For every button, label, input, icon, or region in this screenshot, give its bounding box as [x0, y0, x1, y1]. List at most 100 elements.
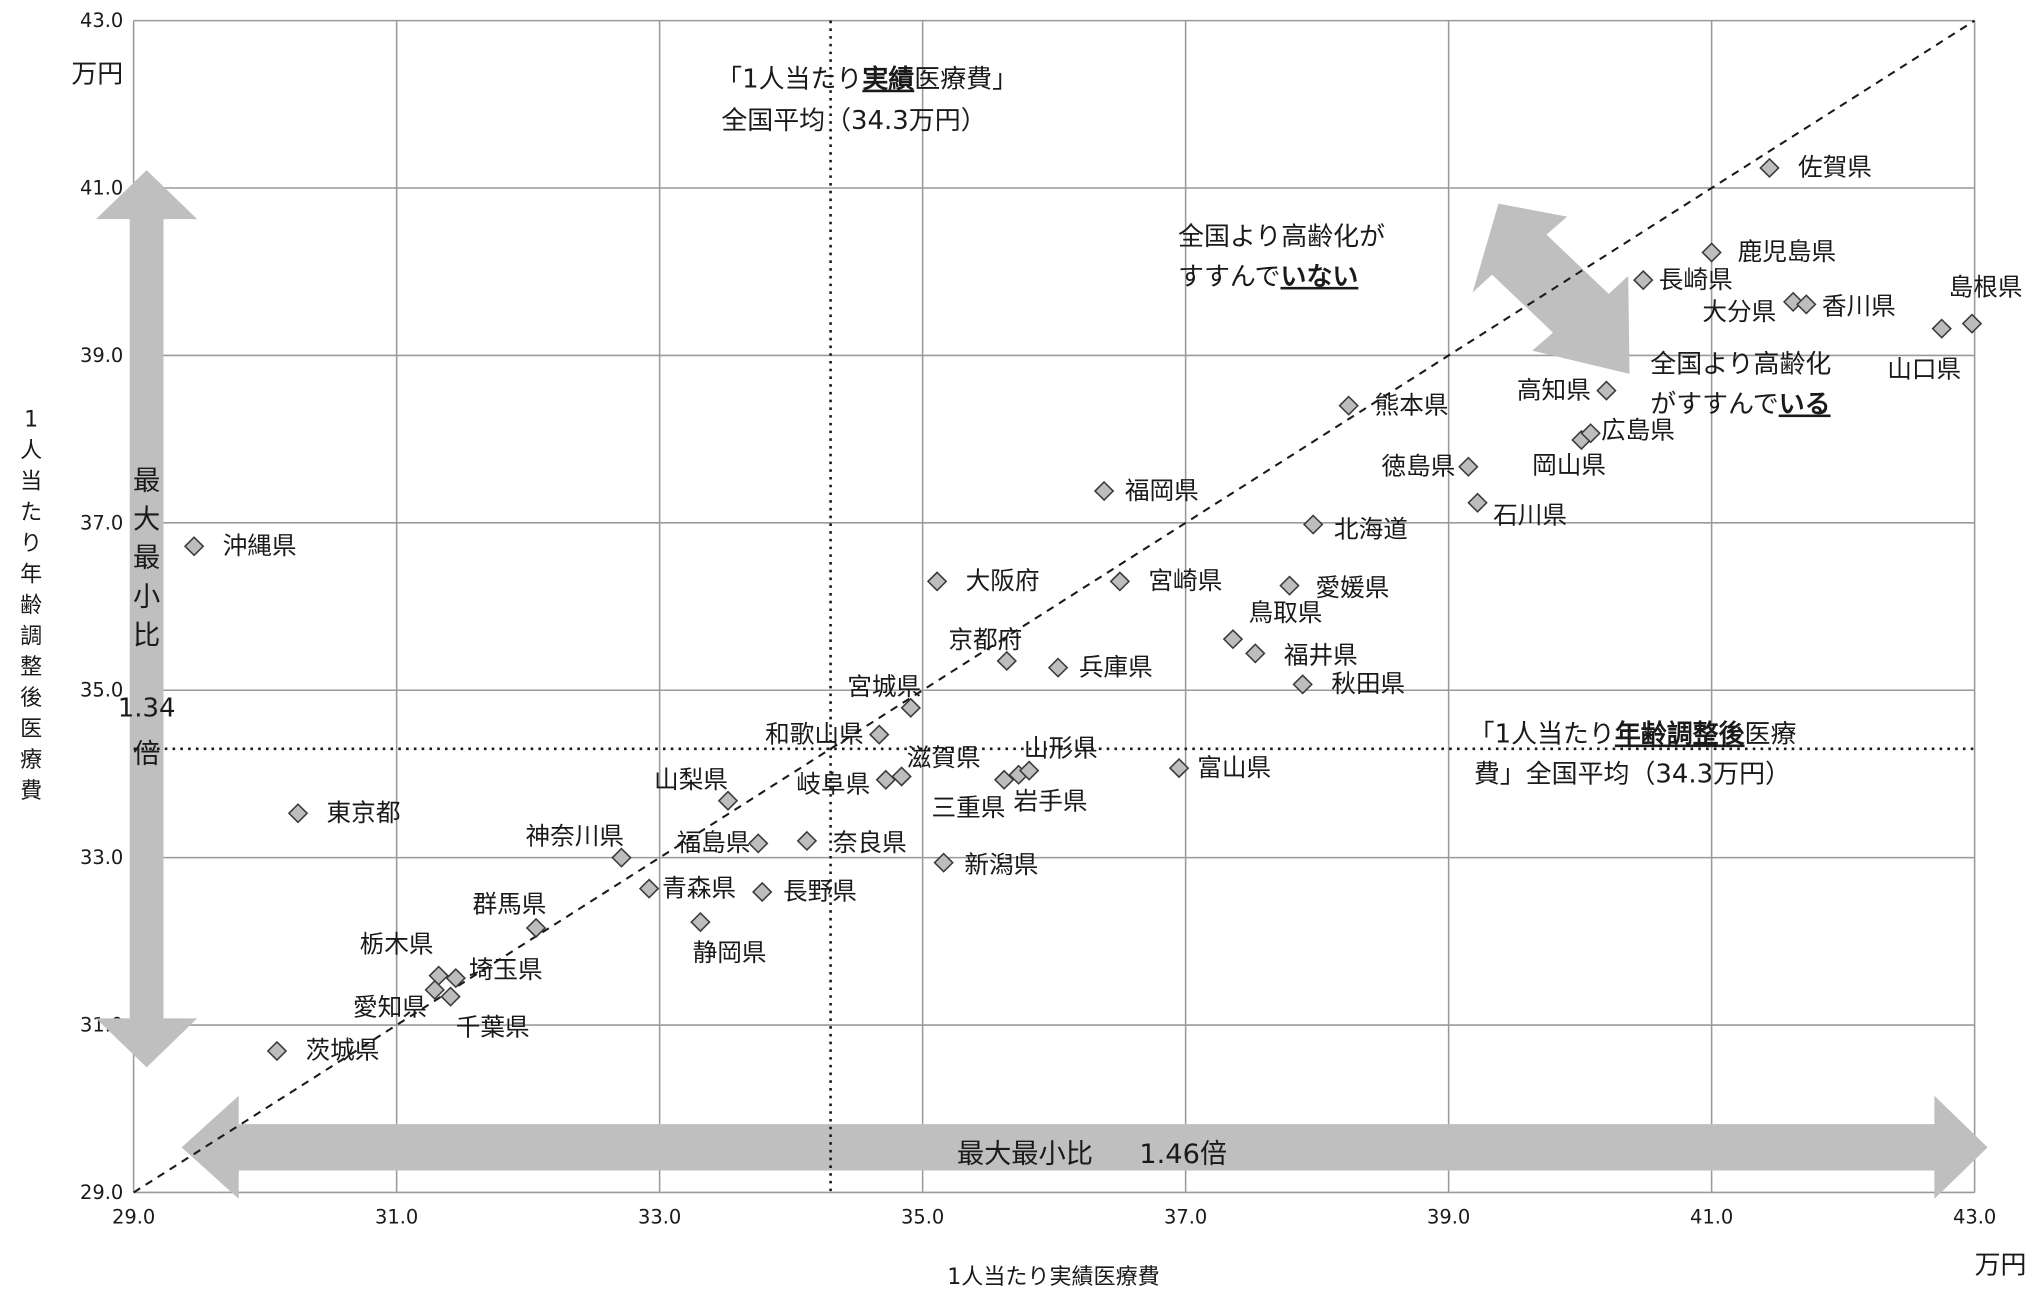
data-point	[440, 986, 461, 1007]
data-point	[1047, 657, 1069, 678]
diagonal-line	[133, 19, 1976, 1194]
data-point	[690, 911, 711, 933]
y-tick-label: 43.0	[80, 9, 123, 32]
data-point	[1109, 571, 1131, 592]
y-tick-label: 41.0	[80, 177, 123, 200]
point-label: 鹿児島県	[1738, 237, 1837, 266]
point-label: 高知県	[1517, 375, 1591, 404]
data-point	[1931, 318, 1952, 339]
data-point	[428, 965, 449, 986]
point-label: 広島県	[1601, 416, 1675, 445]
tick-labels: 29.0 31.0 33.0 35.0 37.0 39.0 41.0 43.029.031.0…	[20, 9, 2026, 1290]
data-point	[1338, 395, 1359, 416]
point-label: 福井県	[1284, 641, 1358, 670]
point-label: 大阪府	[966, 566, 1040, 595]
point-label: 秋田県	[1331, 669, 1405, 698]
data-point	[1961, 313, 1983, 334]
point-label: 神奈川県	[526, 822, 625, 851]
point-label: 三重県	[932, 793, 1006, 822]
upper-annotation-line1: 全国より高齢化が	[1178, 222, 1385, 252]
y-range-text-char: 最	[133, 543, 160, 574]
data-point	[1292, 674, 1313, 695]
point-label: 岡山県	[1532, 451, 1606, 480]
point-label: 島根県	[1949, 272, 2023, 301]
data-point	[183, 536, 205, 557]
y-unit-label: 万円	[71, 60, 123, 90]
data-point	[445, 968, 466, 989]
x-mean-label-line2: 全国平均（34.3万円）	[721, 106, 986, 136]
x-tick-label: 33.0	[638, 1205, 681, 1228]
point-label: 熊本県	[1375, 390, 1449, 419]
point-label: 和歌山県	[765, 719, 864, 748]
point-label: 埼玉県	[469, 955, 543, 984]
data-point	[1782, 291, 1804, 312]
y-range-text-char: 最	[133, 466, 160, 497]
point-label: 滋賀県	[907, 743, 981, 772]
point-label: 京都府	[948, 625, 1022, 654]
upper-annotation-line2: すすんでいない	[1178, 262, 1358, 292]
data-point	[1168, 757, 1190, 779]
data-point	[996, 650, 1017, 672]
point-label: 沖縄県	[223, 531, 297, 560]
point-label: 新潟県	[964, 850, 1038, 879]
x-tick-label: 29.0	[112, 1205, 155, 1228]
x-range-ratio: 1.46倍	[1139, 1139, 1227, 1170]
point-label: 静岡県	[693, 938, 767, 967]
y-range-text-char: 小	[133, 582, 160, 613]
horizontal-range-arrow	[181, 1095, 1988, 1199]
point-label: 北海道	[1334, 514, 1408, 543]
data-point	[1018, 760, 1040, 781]
point-label: 佐賀県	[1798, 153, 1872, 182]
y-range-unit: 倍	[133, 739, 160, 770]
point-label: 長野県	[783, 877, 857, 906]
y-tick-label: 37.0	[80, 511, 123, 534]
point-label: 鳥取県	[1249, 598, 1323, 627]
data-point	[752, 881, 773, 903]
data-point	[1633, 269, 1654, 291]
x-tick-label: 35.0	[901, 1205, 944, 1228]
point-label: 千葉県	[456, 1012, 530, 1041]
y-range-text-char: 大	[133, 505, 160, 536]
y-tick-label: 35.0	[80, 679, 123, 702]
y-range-text-char: 比	[133, 621, 160, 652]
data-point	[611, 847, 632, 868]
point-label: 奈良県	[833, 828, 907, 857]
data-point	[1245, 643, 1266, 664]
point-label: 茨城県	[306, 1036, 380, 1065]
point-label: 兵庫県	[1079, 652, 1153, 681]
point-label: 徳島県	[1381, 452, 1455, 481]
point-label: 香川県	[1822, 292, 1896, 321]
x-tick-label: 37.0	[1164, 1205, 1207, 1228]
point-label: 宮崎県	[1148, 566, 1222, 595]
point-label: 愛知県	[353, 993, 427, 1022]
point-label: 富山県	[1197, 753, 1271, 782]
data-point	[796, 830, 818, 852]
data-point	[1580, 423, 1601, 444]
diagonal-arrow	[1472, 203, 1630, 374]
y-range-ratio: 1.34	[118, 694, 176, 724]
point-label: 東京都	[327, 798, 401, 827]
point-label: 石川県	[1493, 500, 1567, 529]
vertical-range-arrow	[96, 170, 198, 1068]
data-point	[875, 769, 896, 790]
data-point	[1701, 242, 1722, 263]
x-tick-label: 41.0	[1690, 1205, 1733, 1228]
point-label: 山形県	[1024, 734, 1098, 763]
y-axis-title: 1 人当たり年齢調整後医療費	[20, 408, 42, 804]
data-point	[638, 878, 660, 899]
data-point	[1302, 514, 1324, 535]
data-point	[525, 917, 547, 939]
data-point	[869, 724, 890, 745]
data-point	[1759, 157, 1780, 179]
data-point	[287, 803, 309, 824]
x-range-text: 最大最小比	[957, 1139, 1093, 1170]
y-mean-label-line1: 「1人当たり年齢調整後医療	[1469, 719, 1797, 750]
x-tick-label: 31.0	[375, 1205, 418, 1228]
data-point	[1222, 629, 1244, 650]
data-point	[891, 766, 912, 787]
point-label: 大分県	[1702, 297, 1776, 326]
y-tick-label: 29.0	[80, 1181, 123, 1204]
